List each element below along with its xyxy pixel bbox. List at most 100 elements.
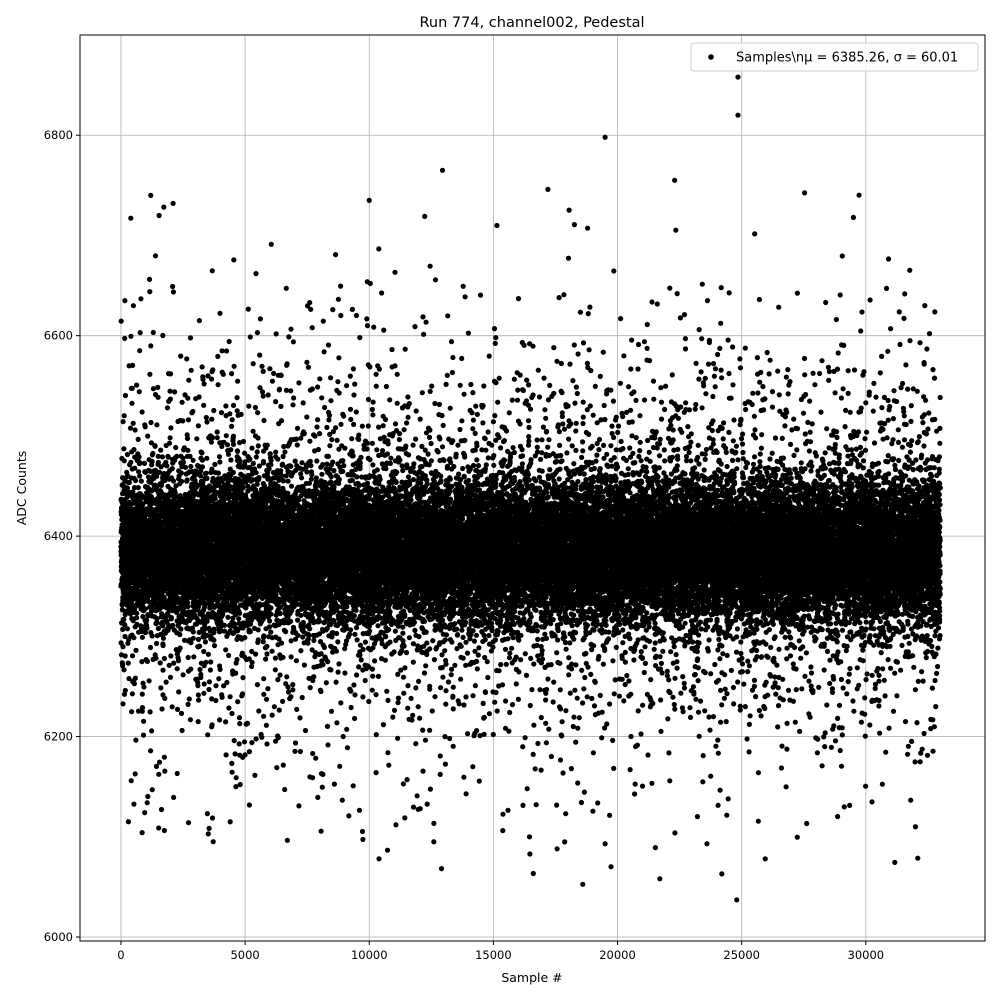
data-point (165, 405, 170, 410)
data-point (138, 330, 143, 335)
data-point (130, 386, 135, 391)
data-point (186, 655, 191, 660)
data-point (141, 684, 146, 689)
data-point (181, 460, 186, 465)
data-point (131, 421, 136, 426)
data-point (186, 417, 191, 422)
data-point (130, 691, 135, 696)
data-point (148, 420, 153, 425)
data-point (179, 711, 184, 716)
data-point (157, 213, 162, 218)
data-point (168, 425, 173, 430)
data-point (156, 772, 161, 777)
data-point (158, 685, 163, 690)
data-point (150, 633, 155, 638)
data-point (162, 656, 167, 661)
data-point (179, 479, 184, 484)
data-point (166, 455, 171, 460)
data-point (159, 706, 164, 711)
data-point (185, 604, 190, 609)
data-point (157, 470, 162, 475)
data-point (189, 368, 194, 373)
data-point (151, 330, 156, 335)
data-point (184, 356, 189, 361)
data-point (170, 623, 175, 628)
data-point (129, 778, 134, 783)
data-point (128, 426, 133, 431)
data-point (186, 378, 191, 383)
data-point (140, 830, 145, 835)
data-point (125, 452, 130, 457)
data-point (150, 459, 155, 464)
data-point (167, 389, 172, 394)
data-point (183, 465, 188, 470)
data-point (191, 629, 196, 634)
data-point (129, 401, 134, 406)
data-point (188, 335, 193, 340)
data-point (180, 400, 185, 405)
data-point (160, 454, 165, 459)
data-point (121, 446, 126, 451)
data-point (137, 389, 142, 394)
data-point (137, 348, 142, 353)
data-point (130, 653, 135, 658)
data-point (180, 418, 185, 423)
data-point (144, 626, 149, 631)
data-point (131, 303, 136, 308)
data-point (139, 479, 144, 484)
data-point (162, 696, 167, 701)
data-point (123, 653, 128, 658)
data-point (164, 680, 169, 685)
data-point (176, 658, 181, 663)
data-point (131, 802, 136, 807)
data-point (161, 636, 166, 641)
data-point (186, 820, 191, 825)
data-point (171, 478, 176, 483)
data-point (191, 458, 196, 463)
data-point (127, 480, 132, 485)
data-point (180, 728, 185, 733)
data-point (119, 319, 124, 324)
data-point (123, 688, 128, 693)
data-point (126, 661, 131, 666)
data-point (131, 635, 136, 640)
data-point (188, 464, 193, 469)
data-point (143, 424, 148, 429)
data-point (133, 427, 138, 432)
data-point (162, 769, 167, 774)
data-point (140, 635, 145, 640)
data-point (186, 702, 191, 707)
data-point (171, 289, 176, 294)
data-point (162, 755, 167, 760)
data-point (178, 354, 183, 359)
data-point (121, 617, 126, 622)
data-point (160, 333, 165, 338)
data-point (181, 672, 186, 677)
data-point (147, 277, 152, 282)
data-point (148, 343, 153, 348)
data-point (136, 485, 141, 490)
data-point (176, 689, 181, 694)
data-point (154, 641, 159, 646)
data-point (171, 661, 176, 666)
data-point (168, 435, 173, 440)
data-point (172, 389, 177, 394)
data-point (188, 667, 193, 672)
data-point (170, 284, 175, 289)
data-point (137, 473, 142, 478)
data-point (175, 666, 180, 671)
data-point (168, 675, 173, 680)
data-point (170, 704, 175, 709)
data-point (120, 627, 125, 632)
data-point (149, 728, 154, 733)
data-point (168, 371, 173, 376)
data-point (153, 253, 158, 258)
data-point (154, 764, 159, 769)
data-point (140, 409, 145, 414)
data-point (185, 477, 190, 482)
data-point (170, 466, 175, 471)
data-point (125, 626, 130, 631)
data-point (131, 447, 136, 452)
data-point (147, 289, 152, 294)
